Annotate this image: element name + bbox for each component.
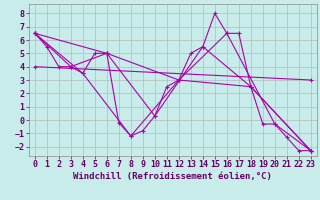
X-axis label: Windchill (Refroidissement éolien,°C): Windchill (Refroidissement éolien,°C) xyxy=(73,172,272,181)
